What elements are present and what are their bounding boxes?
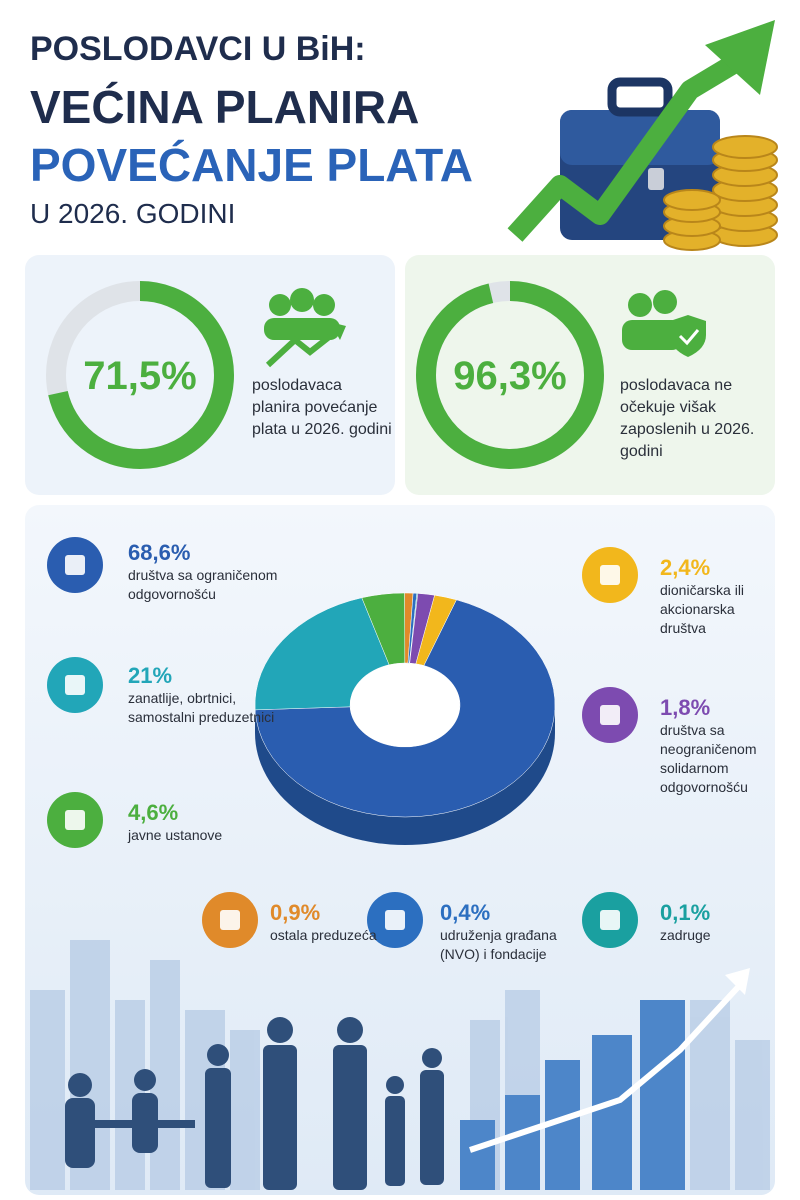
category-name: zanatlije, obrtnici, samostalni preduzet…: [128, 690, 275, 725]
category-icon-glyph: [385, 910, 405, 930]
gauge-value: 71,5%: [83, 354, 196, 398]
category-icon-glyph: [600, 705, 620, 725]
category-name: društva sa neograničenom solidarnom odgo…: [660, 722, 757, 795]
gauge-arc: [46, 281, 234, 469]
title-line: VEĆINA PLANIRA: [30, 81, 420, 133]
gauge-value: 96,3%: [453, 354, 566, 398]
category-value: 0,4%: [440, 900, 491, 925]
category-value: 0,9%: [270, 900, 321, 925]
category-value: 0,1%: [660, 900, 711, 925]
category-label: 0,4% udruženja građana (NVO) i fondacije: [440, 900, 580, 964]
category-icon-glyph: [65, 555, 85, 575]
gauge-caption: poslodavaca ne očekuje višak zaposlenih …: [620, 377, 755, 460]
category-name: javne ustanove: [128, 827, 223, 843]
people-decor: [65, 1017, 444, 1190]
category-icon-glyph: [220, 910, 240, 930]
illustration: [507, 20, 778, 251]
category-name: udruženja građana (NVO) i fondacije: [440, 927, 557, 962]
title-line: POSLODAVCI U BiH:: [30, 30, 366, 68]
category-label: 21% zanatlije, obrtnici, samostalni predu…: [128, 663, 278, 727]
category-icon-glyph: [600, 565, 620, 585]
category-label: 1,8% društva sa neograničenom solidarnom …: [660, 695, 780, 797]
arrow-decor: [469, 982, 743, 1153]
category-name: dioničarska ili akcionarska društva: [660, 582, 745, 636]
category-icon-glyph: [600, 910, 620, 930]
arrow-decor: [725, 968, 750, 995]
category-label: 4,6% javne ustanove: [128, 800, 248, 845]
bars-decor: [460, 1000, 685, 1190]
category-value: 21%: [128, 663, 173, 688]
category-value: 4,6%: [128, 800, 179, 825]
category-value: 68,6%: [128, 540, 191, 565]
category-icon-glyph: [65, 675, 85, 695]
category-value: 1,8%: [660, 695, 711, 720]
gauge-arc: [416, 281, 604, 469]
title-line: U 2026. GODINI: [30, 198, 236, 229]
icon-shield: [622, 290, 706, 357]
category-icon-glyph: [65, 810, 85, 830]
category-label: 0,9% ostala preduzeća: [270, 900, 380, 945]
category-value: 2,4%: [660, 555, 711, 580]
title-line: POVEĆANJE PLATA: [30, 139, 474, 191]
pie-hole: [350, 663, 460, 747]
card: [25, 255, 395, 495]
category-label: 0,1% zadruge: [660, 900, 770, 945]
category-label: 68,6% društva sa ograničenom odgovornošću: [128, 540, 278, 604]
category-name: ostala preduzeća: [270, 927, 377, 943]
category-label: 2,4% dioničarska ili akcionarska društva: [660, 555, 780, 638]
gauge-caption: poslodavaca planira povećanje plata u 20…: [252, 377, 392, 438]
icon-people: [264, 288, 346, 368]
category-name: zadruge: [660, 927, 711, 943]
category-name: društva sa ograničenom odgovornošću: [128, 567, 278, 602]
